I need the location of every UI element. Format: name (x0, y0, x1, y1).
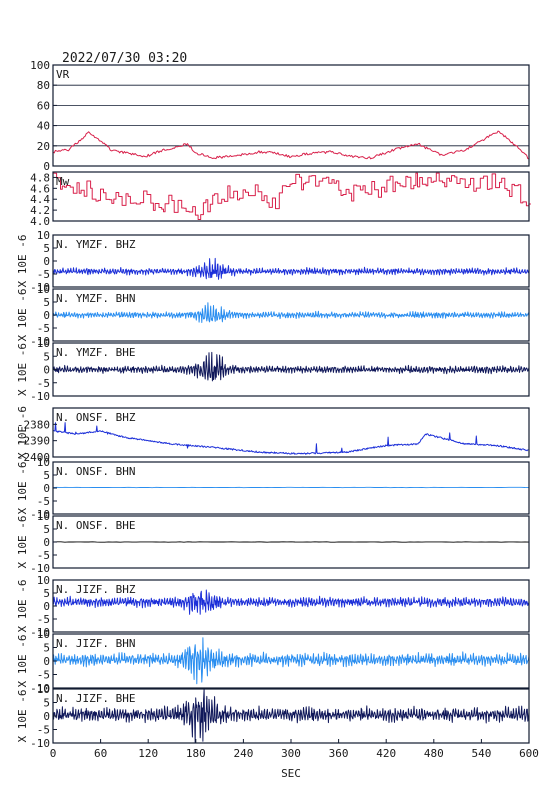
panel-label: N. JIZF. BHE (56, 692, 135, 705)
panel-label: N. ONSF. BHN (56, 465, 135, 478)
y-axis-label: X 10E -6 (16, 235, 29, 288)
series-line (53, 258, 529, 279)
x-tick-label: 60 (94, 747, 107, 760)
y-tick-label: -5 (37, 549, 50, 562)
y-tick-label: 4.8 (30, 171, 50, 184)
x-tick-label: 120 (138, 747, 158, 760)
y-tick-label: -5 (37, 495, 50, 508)
y-tick-label: 10 (37, 337, 50, 350)
y-axis-label: X 10E -6 (16, 635, 29, 688)
panel-label: N. JIZF. BHN (56, 637, 135, 650)
series-line (53, 131, 529, 159)
y-tick-label: 5 (43, 523, 50, 536)
y-tick-label: 20 (37, 140, 50, 153)
y-tick-label: 5 (43, 587, 50, 600)
x-tick-label: 300 (281, 747, 301, 760)
y-tick-label: -5 (37, 322, 50, 335)
y-tick-label: 10 (37, 510, 50, 523)
y-axis-label: X 10E -6 (16, 462, 29, 515)
y-axis-label: X 10E -6 (16, 406, 29, 459)
panel-label: N. YMZF. BHE (56, 346, 135, 359)
x-tick-label: 0 (50, 747, 57, 760)
x-tick-label: 240 (233, 747, 253, 760)
x-tick-label: 540 (471, 747, 491, 760)
y-tick-label: 5 (43, 469, 50, 482)
x-tick-label: 420 (376, 747, 396, 760)
panel-label: N. ONSF. BHE (56, 519, 135, 532)
y-axis-label: X 10E -6 (16, 580, 29, 633)
y-tick-label: 0 (43, 364, 50, 377)
y-tick-label: 10 (37, 283, 50, 296)
x-tick-label: 180 (186, 747, 206, 760)
y-tick-label: 5 (43, 242, 50, 255)
series-line (53, 423, 528, 455)
x-tick-label: 600 (519, 747, 539, 760)
y-tick-label: 5 (43, 642, 50, 655)
y-tick-label: 100 (30, 59, 50, 72)
y-tick-label: 80 (37, 79, 50, 92)
y-tick-label: 0 (43, 255, 50, 268)
y-tick-label: 0 (43, 600, 50, 613)
y-tick-label: 10 (37, 683, 50, 696)
x-tick-label: 480 (424, 747, 444, 760)
y-tick-label: 10 (37, 456, 50, 469)
y-tick-label: 10 (37, 628, 50, 641)
series-line (53, 303, 529, 323)
y-tick-label: 0 (43, 655, 50, 668)
y-tick-label: 5 (43, 296, 50, 309)
y-tick-label: 0 (43, 710, 50, 723)
y-axis-label: X 10E -6 (16, 690, 29, 743)
y-tick-label: 5 (43, 350, 50, 363)
y-tick-label: -5 (37, 613, 50, 626)
x-tick-label: 360 (329, 747, 349, 760)
y-tick-label: -5 (37, 724, 50, 737)
y-tick-label: -5 (37, 377, 50, 390)
panel-frame (53, 172, 529, 221)
timestamp-label: 2022/07/30 03:20 (62, 51, 187, 66)
panel-label: N. JIZF. BHZ (56, 583, 136, 596)
y-tick-label: -10 (30, 390, 50, 403)
panel-label: N. ONSF. BHZ (56, 411, 136, 424)
series-line (53, 173, 531, 219)
panel-label: N. YMZF. BHZ (56, 238, 136, 251)
panel-label: VR (56, 68, 70, 81)
y-tick-label: -5 (37, 669, 50, 682)
y-tick-label: 60 (37, 99, 50, 112)
y-tick-label: -10 (30, 737, 50, 750)
y-axis-label: X 10E -6 (16, 289, 29, 342)
y-tick-label: 0 (43, 309, 50, 322)
x-axis-label: SEC (281, 767, 301, 780)
y-axis-label: X 10E -6 (16, 516, 29, 569)
y-axis-label: X 10E -6 (16, 343, 29, 396)
x-axis: 0 60 120 180 240 300 360 420 480 540 600 (50, 739, 539, 760)
y-tick-label: 5 (43, 697, 50, 710)
panel-label: N. YMZF. BHN (56, 292, 135, 305)
y-tick-label: -5 (37, 268, 50, 281)
panel-label: Mw (56, 175, 70, 188)
y-tick-label: 0 (43, 536, 50, 549)
y-tick-label: 10 (37, 229, 50, 242)
y-tick-label: 40 (37, 120, 50, 133)
y-tick-label: 10 (37, 574, 50, 587)
y-tick-label: 0 (43, 482, 50, 495)
